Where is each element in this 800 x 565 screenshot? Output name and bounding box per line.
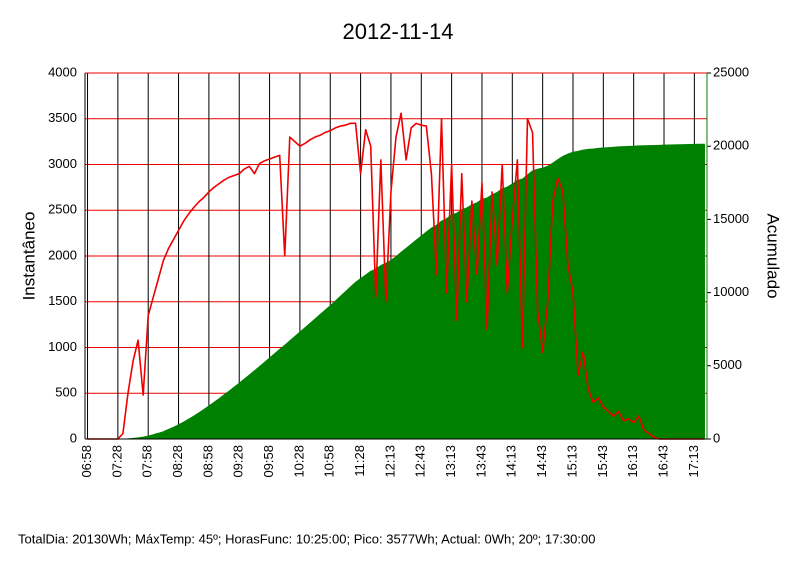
y-tick-label: 0 [70,430,77,445]
x-tick-label: 14:43 [534,445,549,478]
x-tick-label: 10:28 [291,445,306,478]
y2-axis-title: Acumulado [764,213,783,298]
y-tick-label: 4000 [48,64,77,79]
y2-tick-label: 25000 [713,64,749,79]
y-tick-label: 2500 [48,202,77,217]
y-tick-label: 2000 [48,247,77,262]
y-tick-label: 3500 [48,110,77,125]
x-tick-label: 13:13 [443,445,458,478]
y2-tick-label: 0 [713,430,720,445]
y-tick-label: 1000 [48,339,77,354]
x-tick-label: 10:58 [322,445,337,478]
x-tick-label: 16:13 [625,445,640,478]
y-tick-label: 1500 [48,293,77,308]
x-tick-label: 12:43 [413,445,428,478]
y2-tick-label: 5000 [713,357,742,372]
x-tick-label: 16:43 [655,445,670,478]
x-tick-label: 07:28 [109,445,124,478]
y-axis-title: Instantâneo [19,212,38,301]
y-tick-label: 500 [55,385,77,400]
y2-tick-label: 10000 [713,284,749,299]
chart-title: 2012-11-14 [343,19,454,44]
x-tick-label: 06:58 [79,445,94,478]
x-tick-label: 08:28 [170,445,185,478]
y-tick-label: 3000 [48,156,77,171]
x-tick-label: 12:13 [382,445,397,478]
x-tick-label: 09:28 [231,445,246,478]
y2-tick-label: 20000 [713,138,749,153]
x-tick-label: 15:13 [564,445,579,478]
x-tick-label: 17:13 [686,445,701,478]
x-tick-label: 08:58 [200,445,215,478]
x-tick-label: 09:58 [261,445,276,478]
line [87,112,705,440]
x-tick-label: 11:28 [352,445,367,477]
y2-tick-label: 15000 [713,211,749,226]
x-tick-label: 14:13 [504,445,519,478]
x-tick-label: 15:43 [595,445,610,478]
footer: TotalDia: 20130Wh; MáxTemp: 45º; HorasFu… [18,531,595,546]
x-tick-label: 13:43 [473,445,488,478]
x-tick-label: 07:58 [140,445,155,478]
area [87,143,705,440]
